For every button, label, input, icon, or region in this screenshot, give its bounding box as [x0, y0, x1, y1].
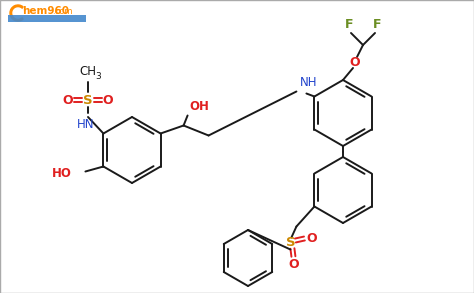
Wedge shape: [10, 5, 23, 21]
Text: F: F: [345, 18, 353, 31]
Text: hem960: hem960: [22, 6, 69, 16]
Text: NH: NH: [300, 76, 317, 88]
Text: S: S: [286, 236, 295, 249]
Text: O: O: [288, 258, 299, 272]
Text: .com: .com: [52, 6, 73, 16]
Text: 知化工网: 知化工网: [38, 16, 55, 22]
Text: HN: HN: [77, 118, 95, 131]
Text: CH: CH: [80, 65, 97, 78]
Text: S: S: [83, 93, 93, 106]
Text: F: F: [373, 18, 381, 31]
Text: 3: 3: [95, 72, 101, 81]
Wedge shape: [13, 8, 23, 18]
Bar: [8, 15, 86, 22]
Text: OH: OH: [190, 100, 210, 113]
Text: O: O: [103, 93, 113, 106]
Text: HO: HO: [52, 167, 72, 180]
Text: O: O: [350, 55, 360, 69]
Text: O: O: [63, 93, 73, 106]
Text: O: O: [306, 232, 317, 245]
